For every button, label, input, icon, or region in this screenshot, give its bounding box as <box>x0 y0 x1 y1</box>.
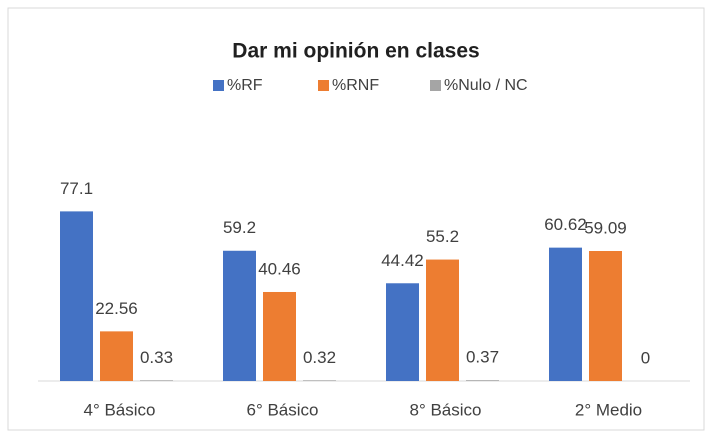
legend-label: %Nulo / NC <box>444 77 528 94</box>
bar <box>426 259 459 381</box>
x-tick-label: 8° Básico <box>409 400 481 419</box>
data-label: 59.09 <box>584 218 627 237</box>
x-tick-label: 4° Básico <box>83 400 155 419</box>
data-label: 0.33 <box>140 348 173 367</box>
legend-swatch <box>430 80 441 91</box>
bar <box>60 211 93 381</box>
data-label: 0.37 <box>466 348 499 367</box>
legend-label: %RF <box>227 77 263 94</box>
bar <box>140 380 173 381</box>
data-label: 60.62 <box>544 215 587 234</box>
data-label: 0.32 <box>303 348 336 367</box>
bar <box>589 251 622 381</box>
data-label: 59.2 <box>223 218 256 237</box>
bar <box>386 283 419 381</box>
bar <box>263 291 296 381</box>
bar <box>303 380 336 381</box>
data-label: 40.46 <box>258 259 301 278</box>
x-tick-label: 6° Básico <box>246 400 318 419</box>
data-label: 77.1 <box>60 179 93 198</box>
data-label: 55.2 <box>426 227 459 246</box>
data-label: 22.56 <box>95 299 138 318</box>
data-label: 0 <box>641 348 650 367</box>
bar <box>549 247 582 381</box>
legend-label: %RNF <box>332 77 379 94</box>
legend-swatch <box>318 80 329 91</box>
bar <box>100 331 133 381</box>
chart-title: Dar mi opinión en clases <box>232 40 479 63</box>
x-tick-label: 2° Medio <box>575 400 642 419</box>
bar <box>466 380 499 381</box>
data-label: 44.42 <box>381 251 424 270</box>
bar <box>223 250 256 381</box>
legend-swatch <box>213 80 224 91</box>
